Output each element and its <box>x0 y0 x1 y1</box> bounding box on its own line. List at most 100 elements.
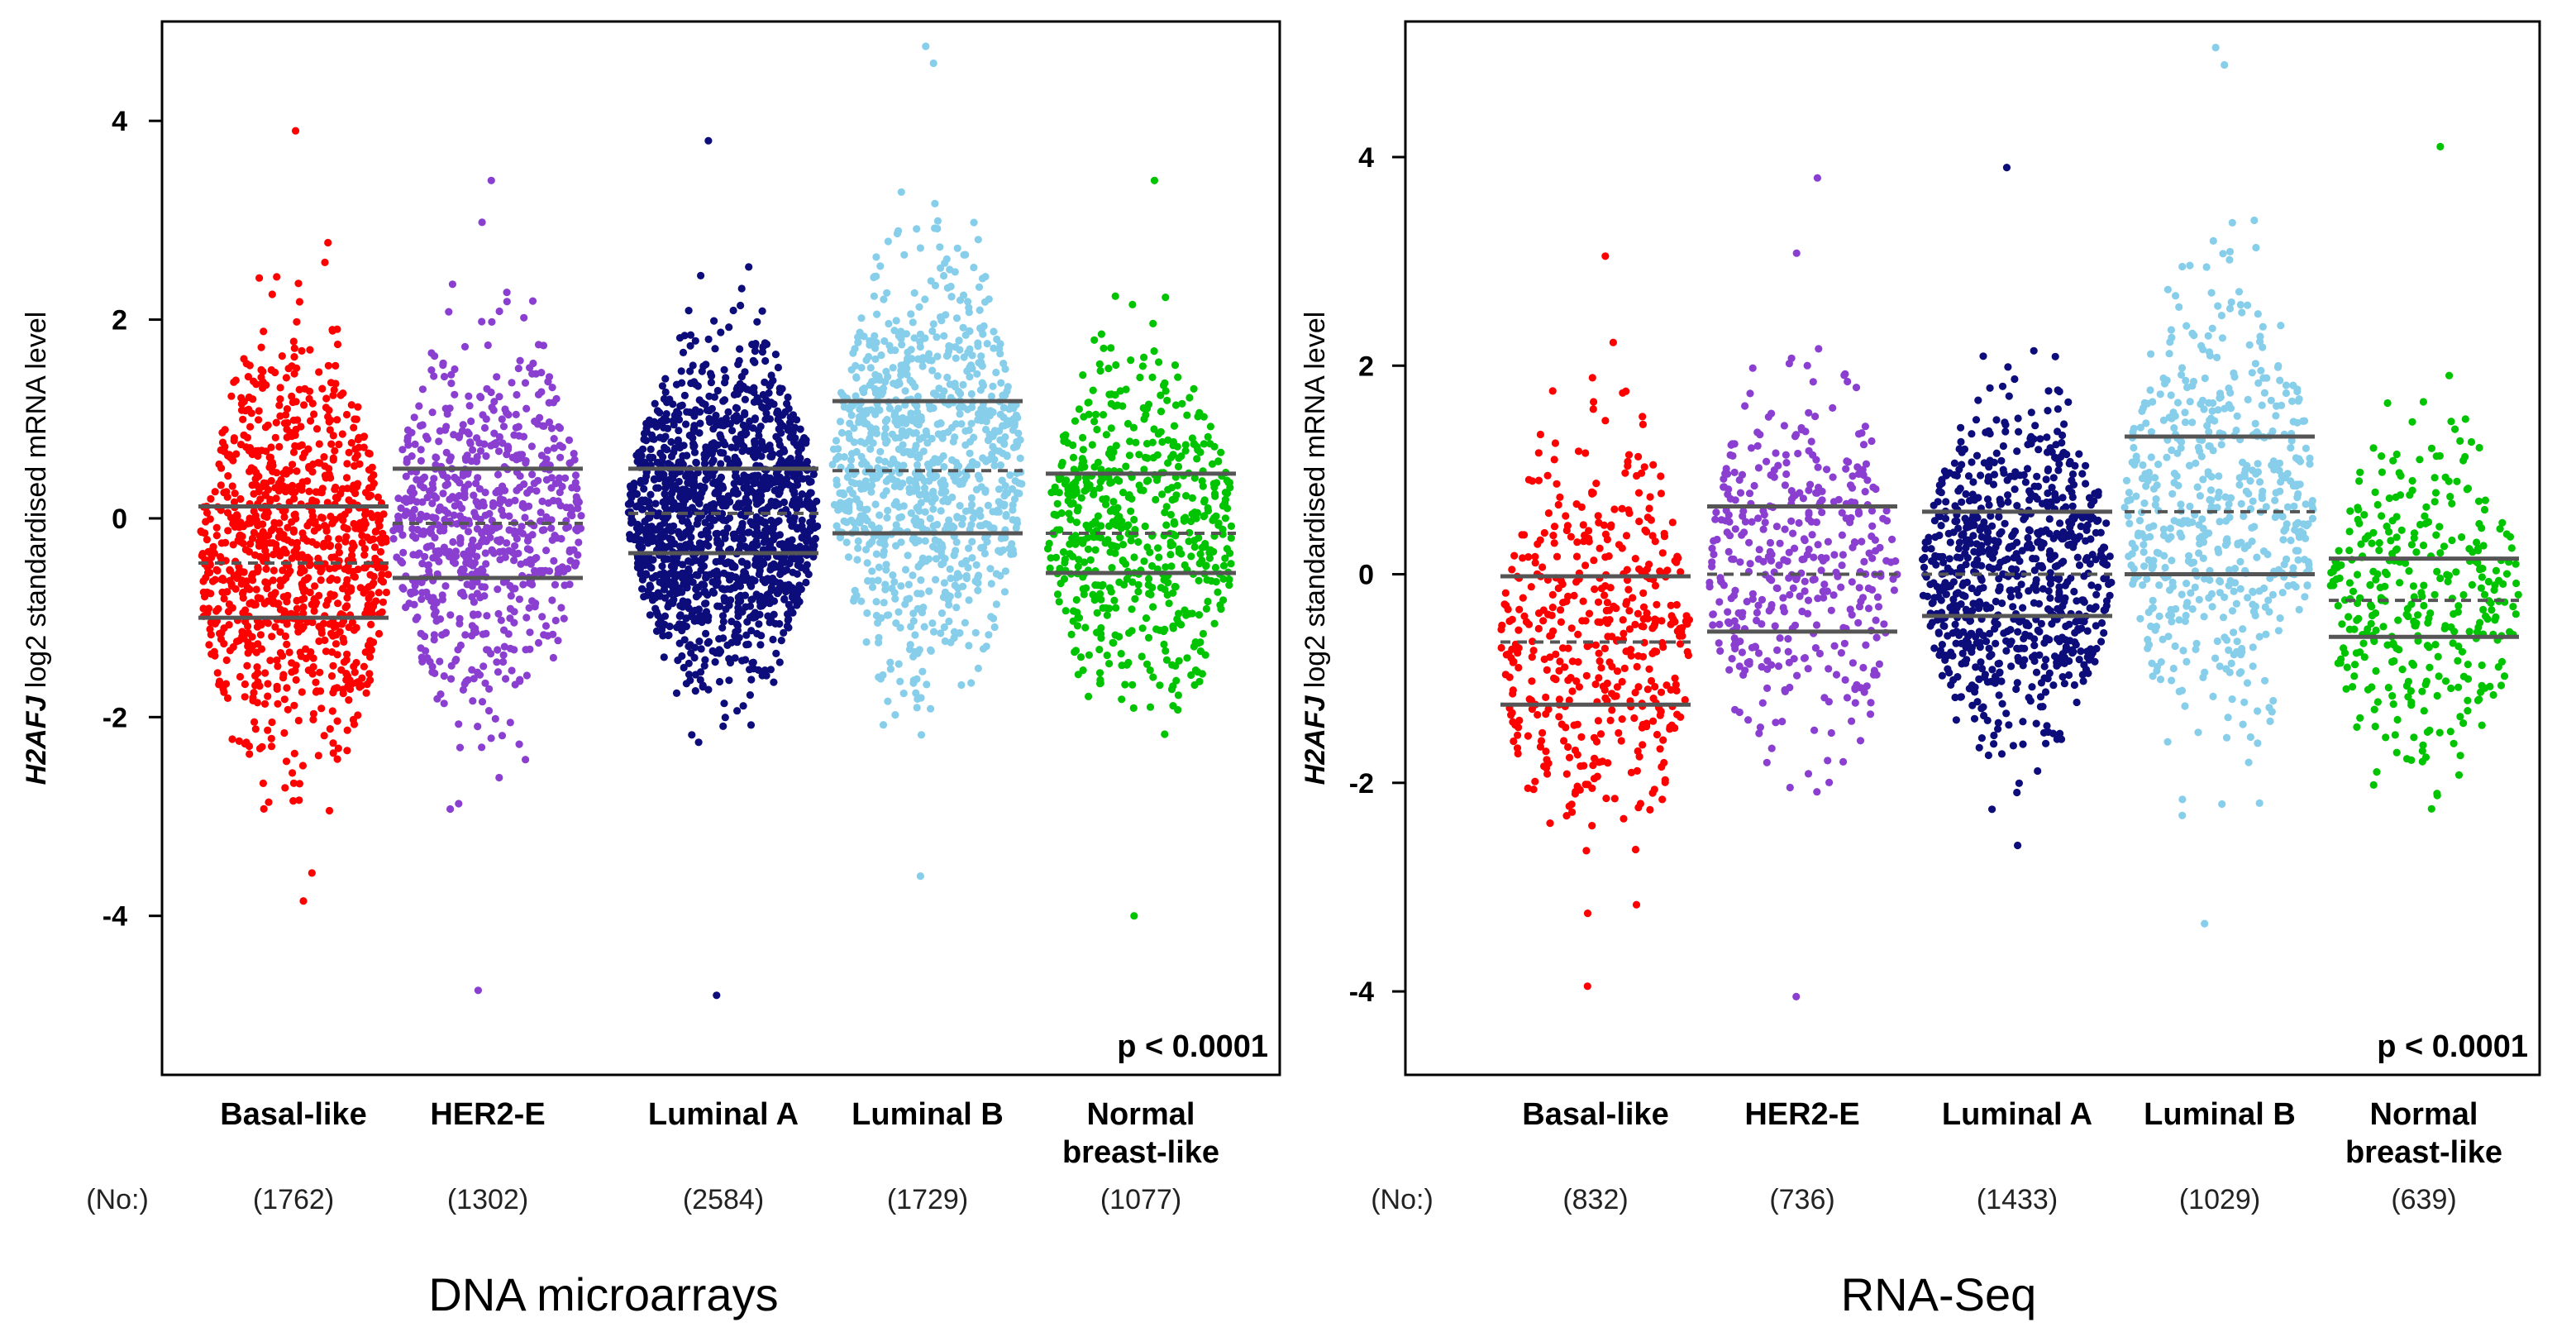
data-point <box>1123 661 1131 669</box>
data-point <box>260 599 269 608</box>
data-point <box>872 272 880 280</box>
data-point <box>704 613 713 621</box>
data-point <box>280 513 289 522</box>
data-point <box>719 449 727 457</box>
data-point <box>1090 418 1099 426</box>
data-point <box>239 415 247 423</box>
data-point <box>1131 594 1139 604</box>
data-point <box>1202 604 1210 613</box>
data-point <box>334 744 342 752</box>
data-point <box>953 244 961 252</box>
data-point <box>549 630 557 638</box>
data-point <box>1162 647 1170 655</box>
data-point <box>1143 660 1152 668</box>
data-point <box>1631 689 1639 697</box>
data-point <box>504 411 513 419</box>
data-point <box>472 457 481 465</box>
data-point <box>229 642 237 652</box>
data-point <box>1162 521 1171 529</box>
data-point <box>402 472 410 480</box>
data-point <box>417 446 425 454</box>
data-point <box>785 580 793 589</box>
data-point <box>1167 562 1176 571</box>
data-point <box>1667 620 1675 628</box>
data-point <box>940 623 948 632</box>
data-point <box>1079 371 1087 380</box>
data-point <box>917 576 925 585</box>
data-point <box>1643 685 1652 694</box>
data-point <box>743 478 751 486</box>
y-axis-unit: log2 standardised mRNA level <box>21 312 52 696</box>
data-point <box>1016 454 1024 462</box>
data-point <box>1633 766 1641 776</box>
data-point <box>721 595 730 604</box>
data-point <box>250 718 259 726</box>
data-point <box>499 423 508 431</box>
data-point <box>238 576 246 585</box>
data-point <box>910 334 918 342</box>
data-point <box>545 418 554 427</box>
data-point <box>331 446 339 455</box>
data-point <box>856 437 865 446</box>
data-point <box>947 574 955 583</box>
data-point <box>497 616 505 624</box>
data-point <box>298 482 306 490</box>
data-point <box>1043 545 1052 553</box>
data-point <box>280 507 289 515</box>
data-point <box>977 352 985 360</box>
data-point <box>1069 607 1078 615</box>
data-point <box>252 380 260 389</box>
data-point <box>1152 495 1160 504</box>
data-point <box>664 460 673 468</box>
data-point <box>330 591 338 599</box>
data-point <box>409 532 417 540</box>
data-point <box>1190 384 1198 393</box>
data-point-extreme <box>299 897 308 905</box>
data-point <box>861 407 870 415</box>
data-point <box>629 483 638 491</box>
data-point <box>321 471 329 480</box>
data-point <box>316 668 324 676</box>
data-point <box>259 384 267 392</box>
data-point <box>965 426 973 435</box>
data-point <box>641 561 649 570</box>
data-point <box>1592 480 1600 488</box>
data-point <box>987 613 995 621</box>
data-point <box>885 475 893 483</box>
data-point <box>655 509 663 518</box>
data-point <box>276 384 284 392</box>
data-point <box>228 604 236 612</box>
data-point <box>1613 667 1622 676</box>
data-point <box>1169 682 1177 690</box>
data-point <box>490 429 499 437</box>
data-point <box>1096 366 1104 375</box>
data-point <box>856 328 864 337</box>
data-point <box>408 512 417 520</box>
data-point <box>420 552 429 561</box>
data-point <box>360 443 368 451</box>
data-point <box>890 327 899 335</box>
data-point <box>717 328 725 337</box>
data-point <box>747 721 756 729</box>
data-point <box>652 627 661 636</box>
data-point <box>1194 413 1202 421</box>
data-point <box>230 434 238 442</box>
data-point <box>366 637 374 645</box>
data-point <box>914 408 922 417</box>
data-point <box>726 498 734 506</box>
data-point <box>933 352 942 360</box>
data-point <box>1069 486 1077 494</box>
data-point <box>240 355 248 363</box>
data-point <box>646 583 655 591</box>
data-point <box>1630 714 1639 723</box>
data-point <box>884 373 892 381</box>
data-point <box>1194 668 1202 676</box>
data-point <box>718 482 727 490</box>
data-point <box>495 393 503 401</box>
data-point <box>719 529 727 537</box>
data-point <box>1657 688 1666 696</box>
data-point <box>1105 604 1114 613</box>
data-point <box>333 575 341 585</box>
data-point <box>1171 520 1179 528</box>
data-point <box>708 587 717 595</box>
